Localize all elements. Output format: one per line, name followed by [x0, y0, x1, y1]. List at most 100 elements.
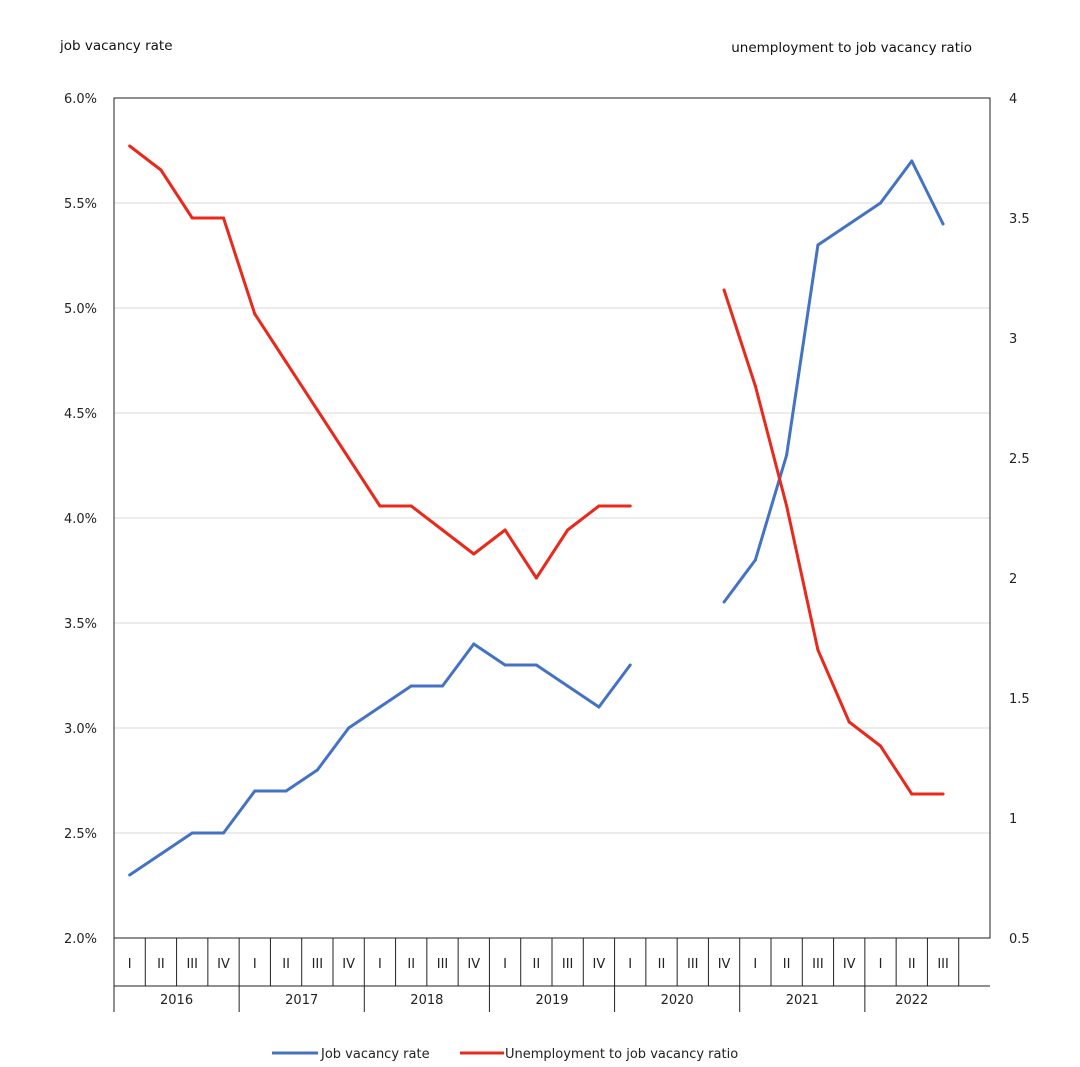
- unemployment-ratio-point: [284, 360, 288, 364]
- right-tick-label: 0.5: [1009, 932, 1030, 947]
- quarter-label: II: [908, 957, 916, 972]
- unemployment-ratio-point: [847, 720, 851, 724]
- unemployment-ratio-point: [441, 528, 444, 532]
- quarter-label: IV: [843, 957, 856, 972]
- unemployment-ratio-point: [785, 504, 789, 508]
- unemployment-ratio-point: [628, 504, 632, 508]
- year-label: 2016: [160, 993, 193, 1008]
- unemployment-ratio-point: [566, 528, 570, 532]
- quarter-label: III: [186, 957, 198, 972]
- job-vacancy-rate-point: [597, 705, 601, 709]
- job-vacancy-rate-point: [222, 831, 225, 835]
- unemployment-ratio-point: [378, 504, 382, 508]
- right-tick-label: 3.5: [1009, 212, 1030, 227]
- unemployment-ratio-point: [722, 288, 726, 292]
- job-vacancy-rate-point: [441, 684, 444, 688]
- quarter-label: III: [937, 957, 949, 972]
- unemployment-ratio-line: [722, 289, 944, 796]
- job-vacancy-rate-point: [910, 159, 914, 163]
- job-vacancy-rate-point: [534, 663, 538, 667]
- left-tick-label: 5.5%: [64, 197, 97, 212]
- unemployment-ratio-point: [190, 216, 194, 220]
- unemployment-ratio-point: [503, 528, 507, 532]
- left-axis-ticks: 2.0% 2.5% 3.0% 3.5% 4.0% 4.5% 5.0% 5.5% 6.0%: [64, 92, 97, 947]
- quarter-label: IV: [217, 957, 230, 972]
- right-tick-label: 3: [1009, 332, 1017, 347]
- right-axis-title: unemployment to job vacancy ratio: [731, 40, 972, 56]
- quarter-label: II: [533, 957, 541, 972]
- left-tick-label: 6.0%: [64, 92, 97, 107]
- right-tick-label: 2: [1009, 572, 1017, 587]
- left-tick-label: 3.0%: [64, 722, 97, 737]
- job-vacancy-rate-point: [284, 789, 288, 793]
- left-tick-label: 2.5%: [64, 827, 97, 842]
- quarter-label: I: [378, 957, 382, 972]
- job-vacancy-rate-point: [253, 789, 257, 793]
- job-vacancy-rate-point: [941, 222, 945, 226]
- year-label: 2022: [895, 993, 928, 1008]
- quarter-label: I: [879, 957, 883, 972]
- unemployment-ratio-point: [347, 456, 351, 460]
- right-tick-label: 2.5: [1009, 452, 1030, 467]
- job-vacancy-rate-point: [472, 642, 476, 646]
- unemployment-ratio-point: [128, 144, 132, 148]
- quarter-label: II: [783, 957, 791, 972]
- unemployment-ratio-point: [253, 312, 257, 316]
- unemployment-ratio-point: [409, 504, 413, 508]
- quarter-label: II: [282, 957, 290, 972]
- job-vacancy-rate-point: [378, 705, 382, 709]
- job-vacancy-rate-point: [128, 873, 132, 877]
- quarter-label: IV: [718, 957, 731, 972]
- job-vacancy-rate-point: [159, 852, 163, 856]
- right-tick-label: 1.5: [1009, 692, 1030, 707]
- x-axis: I II III IV I II III IV I II III IV I II III IV I II III IV…: [113, 938, 990, 1012]
- job-vacancy-rate-point: [879, 201, 882, 205]
- unemployment-ratio-point: [753, 384, 757, 388]
- quarter-label: IV: [593, 957, 606, 972]
- quarter-label: IV: [342, 957, 355, 972]
- year-label: 2019: [535, 993, 568, 1008]
- quarter-label: III: [437, 957, 449, 972]
- quarter-label: I: [628, 957, 632, 972]
- unemployment-ratio-point: [816, 648, 820, 652]
- unemployment-ratio-point: [472, 552, 476, 556]
- job-vacancy-rate-point: [315, 768, 319, 772]
- quarter-label: I: [503, 957, 507, 972]
- left-tick-label: 3.5%: [64, 617, 97, 632]
- job-vacancy-rate-point: [409, 684, 413, 688]
- unemployment-ratio-point: [597, 504, 601, 508]
- left-tick-label: 4.5%: [64, 407, 97, 422]
- quarter-label: III: [687, 957, 699, 972]
- job-vacancy-rate-line: [722, 159, 945, 603]
- left-tick-label: 5.0%: [64, 302, 97, 317]
- unemployment-ratio-point: [879, 744, 882, 748]
- quarter-label: II: [658, 957, 666, 972]
- job-vacancy-rate-point: [816, 243, 820, 247]
- quarter-label: I: [253, 957, 257, 972]
- unemployment-ratio-line: [128, 144, 631, 580]
- unemployment-ratio-point: [315, 408, 319, 412]
- legend: Job vacancy rate Unemployment to job vaca…: [272, 1047, 738, 1062]
- job-vacancy-rate-point: [785, 453, 789, 457]
- legend-label-job-vacancy: Job vacancy rate: [320, 1047, 430, 1062]
- job-vacancy-rate-point: [190, 831, 194, 835]
- job-vacancy-rate-point: [753, 558, 757, 562]
- series-lines: [128, 144, 945, 877]
- right-axis-ticks: 0.5 1 1.5 2 2.5 3 3.5 4: [1009, 92, 1030, 947]
- right-tick-label: 1: [1009, 812, 1017, 827]
- year-label: 2018: [410, 993, 443, 1008]
- quarter-label: II: [157, 957, 165, 972]
- gridlines: [114, 202, 990, 834]
- quarter-label: III: [812, 957, 824, 972]
- year-label: 2020: [661, 993, 694, 1008]
- quarter-label: II: [407, 957, 415, 972]
- legend-label-unemployment: Unemployment to job vacancy ratio: [505, 1047, 738, 1062]
- quarter-label: I: [128, 957, 132, 972]
- job-vacancy-rate-point: [722, 600, 726, 604]
- year-label: 2021: [786, 993, 819, 1008]
- job-vacancy-rate-point: [628, 663, 632, 667]
- unemployment-ratio-point: [534, 576, 538, 580]
- quarter-label: III: [562, 957, 574, 972]
- job-vacancy-rate-point: [847, 222, 851, 226]
